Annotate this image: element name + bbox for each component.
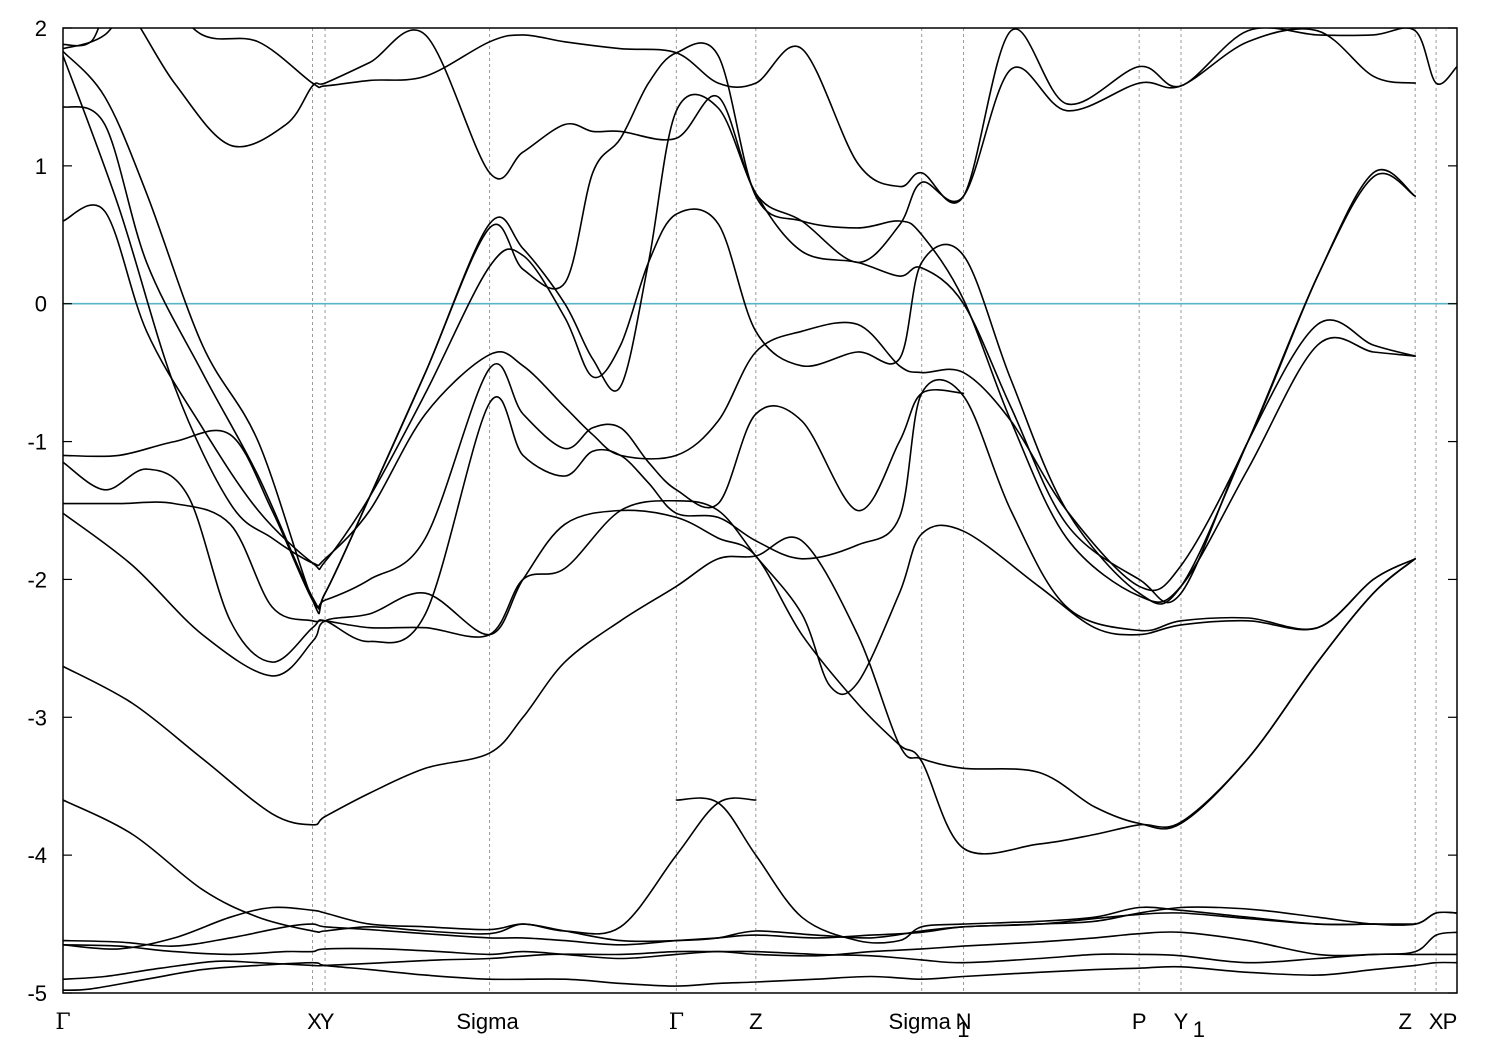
plot-frame: [62, 27, 1458, 994]
y-tick-label: 0: [35, 292, 47, 317]
band-line-14: [63, 172, 1416, 605]
band-line-8: [63, 536, 1416, 830]
band-line-5: [63, 906, 1457, 950]
y-tick-label: -4: [27, 843, 47, 868]
band-line-10: [63, 499, 1416, 696]
x-tick-subscript: 1: [1193, 1017, 1205, 1042]
high-symmetry-gridlines: [312, 28, 1437, 993]
y-tick-label: -5: [27, 981, 47, 1006]
x-tick-label: P: [1132, 1009, 1147, 1034]
band-line-18: [63, 28, 1457, 204]
band-line-7: [675, 797, 1416, 944]
x-tick-label: Sigma: [889, 1009, 952, 1034]
band-line-15: [63, 93, 1416, 610]
band-line-12: [63, 363, 965, 609]
y-tick-label: -2: [27, 567, 47, 592]
y-tick-label: -1: [27, 430, 47, 455]
band-series-group: [63, 28, 1457, 991]
band-line-6: [63, 797, 757, 935]
band-line-1: [63, 961, 1457, 991]
y-tick-label: 2: [35, 16, 47, 41]
x-tick-label: Y: [1174, 1009, 1189, 1034]
x-tick-label: N: [956, 1009, 972, 1034]
x-tick-label: Y: [320, 1009, 335, 1034]
x-tick-label: Z: [1398, 1009, 1411, 1034]
x-tick-label: X: [307, 1009, 322, 1034]
band-line-2: [63, 950, 1457, 980]
x-axis: Γ XY Sigma Γ Z Sigma 1N P Y 1 Z X P: [55, 1009, 1457, 1042]
band-line-11: [63, 378, 1416, 663]
band-line-16: [63, 42, 1416, 615]
band-line-17: [63, 28, 1416, 264]
x-tick-label: Γ: [55, 1010, 70, 1035]
y-tick-label: 1: [35, 154, 47, 179]
x-tick-label: X: [1429, 1009, 1444, 1034]
y-tick-label: -3: [27, 705, 47, 730]
band-line-4: [63, 911, 1457, 947]
band-line-3: [63, 931, 1457, 960]
y-axis: 2 1 0 -1 -2 -3 -4 -5: [27, 16, 1457, 1006]
x-tick-label: Sigma: [456, 1009, 519, 1034]
x-tick-label: Γ: [669, 1010, 684, 1035]
band-line-9: [63, 509, 1416, 855]
x-tick-label: Z: [749, 1009, 762, 1034]
x-tick-label: P: [1443, 1009, 1458, 1034]
band-line-13: [63, 54, 1416, 592]
x-tick-subscript: 1: [957, 1017, 969, 1042]
